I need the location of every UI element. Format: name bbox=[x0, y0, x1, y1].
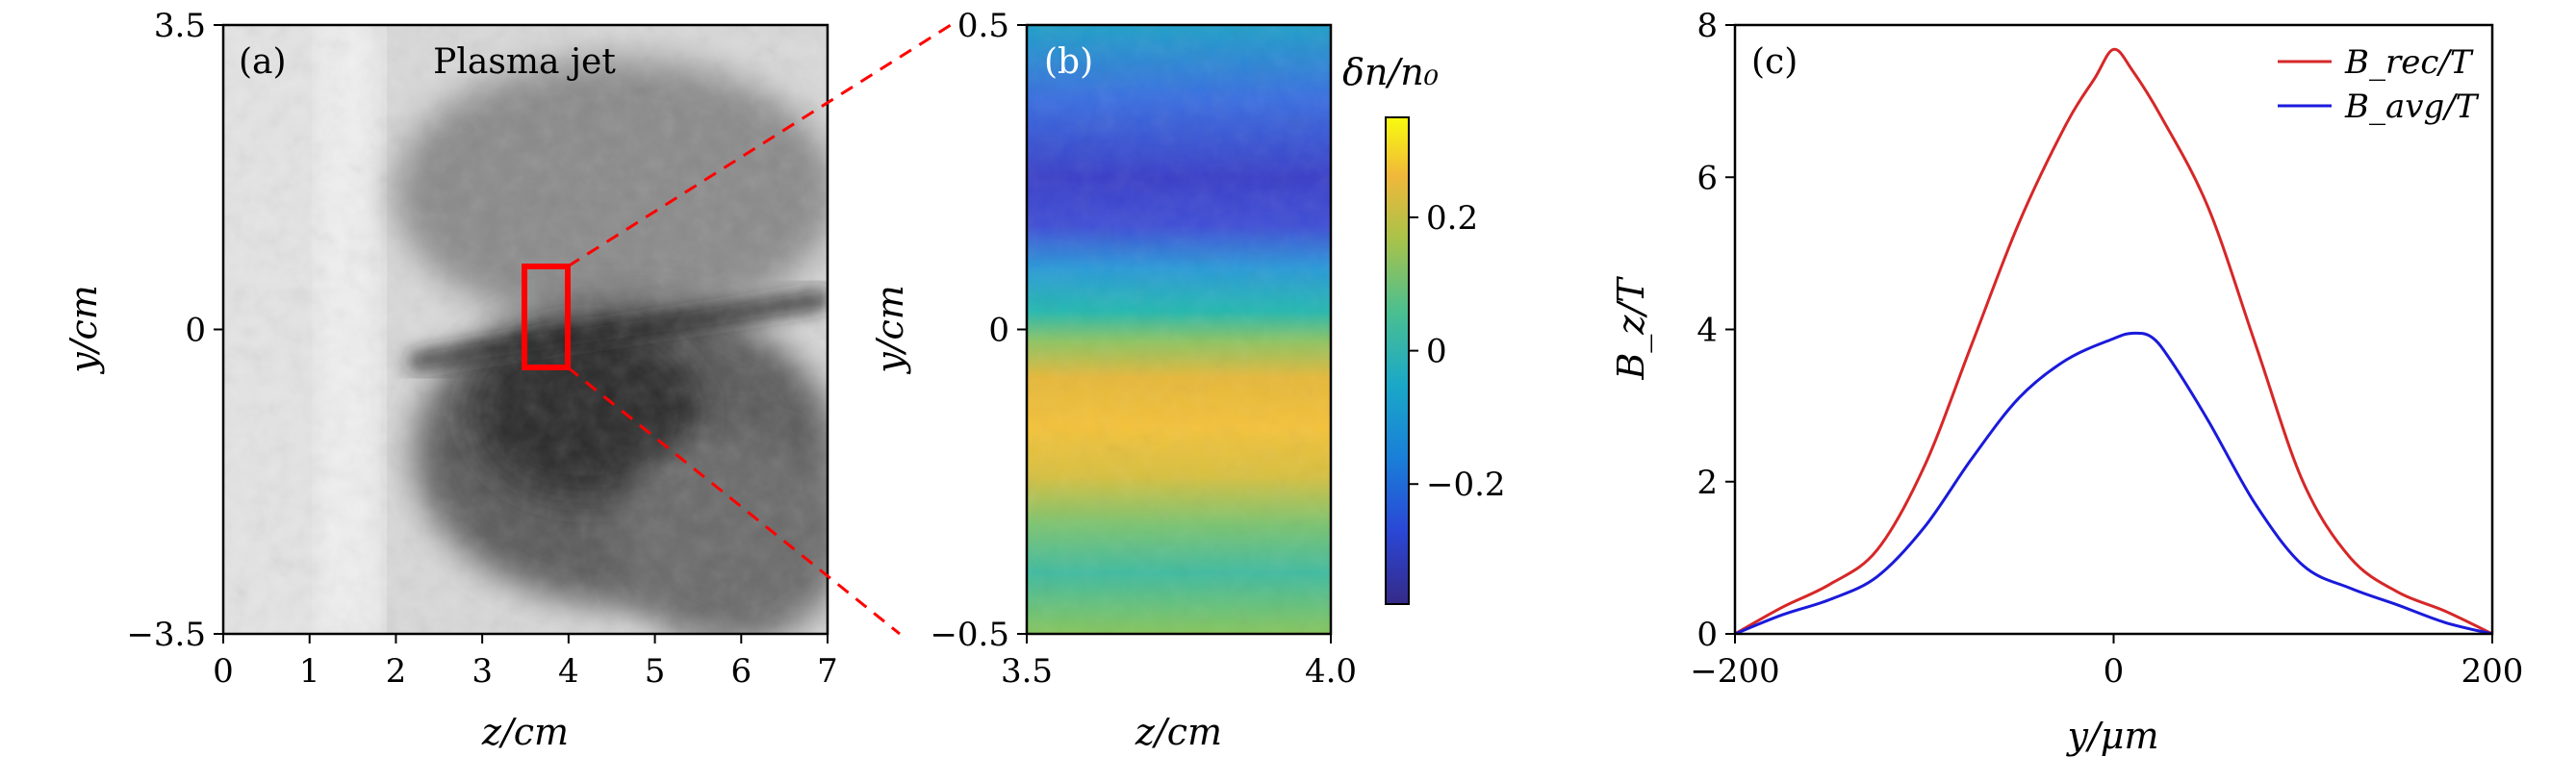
panel-a-ylabel: y/cm bbox=[63, 285, 105, 375]
panel-c-ytick-label: 4 bbox=[1696, 312, 1718, 350]
colorbar-tick-label: −0.2 bbox=[1426, 466, 1506, 504]
colorbar-title: δn/n₀ bbox=[1342, 51, 1439, 93]
panel-c-ytick-label: 8 bbox=[1696, 7, 1718, 45]
panel-a-image bbox=[223, 25, 828, 634]
panel-b-ytick-label: 0.5 bbox=[957, 7, 1009, 45]
panel-a-xtick-label: 0 bbox=[213, 652, 234, 691]
panel-a-xtick-label: 6 bbox=[730, 652, 752, 691]
zoom-connector-bottom bbox=[567, 366, 901, 636]
panel-a-xlabel: z/cm bbox=[481, 711, 569, 753]
panel-a-yticks: 3.5 0 −3.5 bbox=[126, 7, 223, 654]
panel-c-xtick-label: 0 bbox=[2104, 652, 2125, 691]
panel-c-xtick-label: 200 bbox=[2461, 652, 2524, 691]
panel-a-title: Plasma jet bbox=[433, 42, 616, 82]
zoom-connector-top bbox=[567, 23, 952, 268]
panel-a-xtick-label: 1 bbox=[299, 652, 320, 691]
panel-b-label: (b) bbox=[1044, 42, 1093, 82]
panel-b-xtick-label: 4.0 bbox=[1305, 652, 1357, 691]
colorbar-ticks: 0.2 0 −0.2 bbox=[1409, 199, 1506, 504]
panel-a-xtick-label: 4 bbox=[558, 652, 579, 691]
panel-c-ylabel: B_z/T bbox=[1610, 276, 1653, 381]
colorbar-tick-label: 0.2 bbox=[1426, 199, 1478, 238]
legend: B_rec/T B_avg/T bbox=[2278, 43, 2480, 126]
panel-b: (b) 3.5 4.0 0.50−0.5 z/cm y/cm δn/n₀ 0.20… bbox=[869, 7, 1506, 753]
panel-c-ytick-label: 2 bbox=[1696, 464, 1718, 502]
colorbar-tick-label: 0 bbox=[1426, 333, 1447, 371]
panel-a-xticks: 0 1 2 3 4 5 6 7 bbox=[213, 634, 838, 691]
legend-label-rec: B_rec/T bbox=[2344, 43, 2474, 82]
colorbar bbox=[1385, 116, 1410, 605]
panel-b-ylabel: y/cm bbox=[869, 285, 911, 375]
panel-c-xtick-label: −200 bbox=[1690, 652, 1779, 691]
panel-a-xtick-label: 2 bbox=[386, 652, 407, 691]
panel-a-ytick-label: 0 bbox=[185, 312, 206, 350]
panel-a-label: (a) bbox=[239, 42, 287, 82]
panel-c-xticks: −200 0 200 bbox=[1690, 634, 2523, 691]
panel-b-ytick-label: −0.5 bbox=[930, 616, 1009, 654]
series-line-avg bbox=[1735, 331, 2492, 634]
panel-b-ytick-label: 0 bbox=[988, 312, 1009, 350]
panel-b-image bbox=[1027, 25, 1331, 634]
panel-c-ytick-label: 0 bbox=[1696, 616, 1718, 654]
legend-label-avg: B_avg/T bbox=[2344, 88, 2480, 126]
series-line-rec bbox=[1735, 47, 2492, 634]
panel-a-xtick-label: 5 bbox=[645, 652, 666, 691]
panel-b-xtick-label: 3.5 bbox=[1001, 652, 1053, 691]
panel-c-label: (c) bbox=[1751, 42, 1798, 82]
panel-a-xtick-label: 7 bbox=[817, 652, 838, 691]
panel-c-xlabel: y/μm bbox=[2066, 715, 2159, 757]
panel-c-ytick-label: 6 bbox=[1696, 159, 1718, 197]
panel-b-xticks: 3.5 4.0 bbox=[1001, 634, 1357, 691]
panel-c-yticks: 0 2 4 6 8 bbox=[1696, 7, 1735, 654]
panel-a-xtick-label: 3 bbox=[472, 652, 493, 691]
panel-a-ytick-label: −3.5 bbox=[126, 616, 206, 654]
panel-c-lines bbox=[1735, 47, 2492, 634]
panel-a-ytick-label: 3.5 bbox=[154, 7, 206, 45]
zoom-box bbox=[522, 264, 571, 370]
panel-b-yticks: 0.5 0 −0.5 bbox=[930, 7, 1027, 654]
panel-b-xlabel: z/cm bbox=[1135, 711, 1222, 753]
